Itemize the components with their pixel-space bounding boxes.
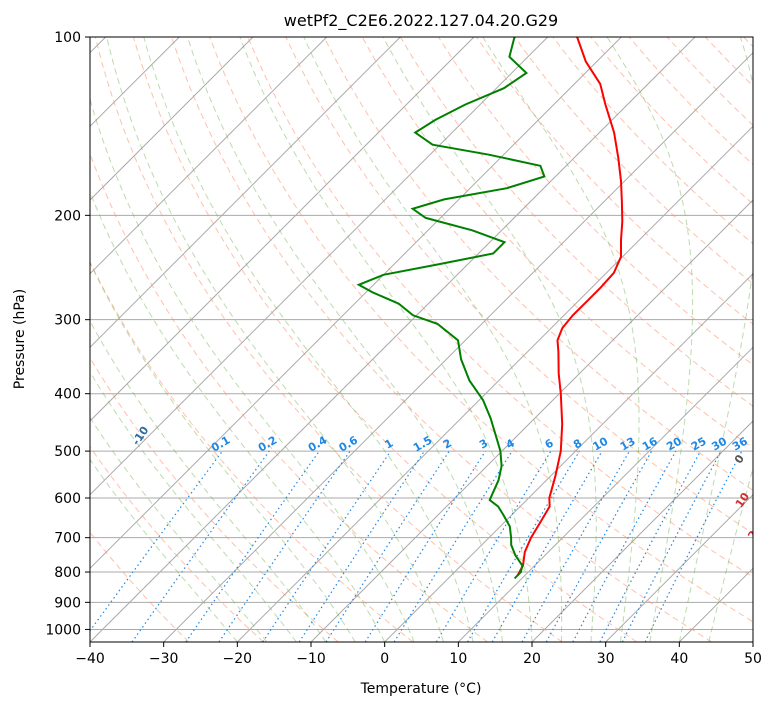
moist-adiabat-12 <box>143 37 474 642</box>
dry-adiabat-50 <box>209 37 753 623</box>
mixing-ratio-line-4 <box>262 450 392 642</box>
moist-adiabat--20 <box>90 458 238 642</box>
x-tick-label-7: 30 <box>597 651 615 667</box>
mixing-ratio-line-14 <box>572 450 677 642</box>
y-tick-label-8: 200 <box>54 208 81 224</box>
moist-adiabat--12 <box>90 370 297 642</box>
chart-title: wetPf2_C2E6.2022.127.04.20.G29 <box>284 11 558 31</box>
mixing-ratio-line-15 <box>599 450 702 642</box>
mixing-ratio-line-10 <box>466 450 580 642</box>
moist-adiabat-label-2: 20 <box>745 522 765 542</box>
mixing-ratio-line-2 <box>185 450 320 642</box>
x-tick-label-8: 40 <box>670 651 688 667</box>
moist-adiabat-20 <box>239 37 533 642</box>
dry-adiabat-20 <box>94 37 563 642</box>
mixing-ratio-line-5 <box>298 450 425 642</box>
x-tick-label-9: 50 <box>744 651 762 667</box>
isotherm--40 <box>90 37 696 642</box>
x-tick-label-2: −20 <box>223 651 253 667</box>
y-axis-label: Pressure (hPa) <box>12 289 28 389</box>
mixing-ratio-line-6 <box>325 450 450 642</box>
isotherm-10 <box>457 346 753 642</box>
y-tick-label-7: 300 <box>54 313 81 329</box>
moist-adiabat-32 <box>482 37 640 642</box>
isotherm-20 <box>531 420 753 642</box>
moist-adiabat--8 <box>90 320 327 642</box>
mixing-ratio-line-9 <box>435 450 552 642</box>
y-tick-label-9: 100 <box>54 30 81 46</box>
isotherm--60 <box>90 37 549 496</box>
moist-adiabat-44 <box>708 465 753 642</box>
axes: −40 −30 −20 −10 0 10 20 30 40 50 1000 900 800 700 600 5… <box>45 30 762 667</box>
isotherm--20 <box>236 125 753 642</box>
dewpoint-line <box>356 37 546 580</box>
dry-adiabat-120 <box>476 37 753 325</box>
mixing-ratio-line-3 <box>218 450 351 642</box>
y-tick-label-1: 900 <box>54 595 81 611</box>
moist-adiabat-16 <box>187 37 503 642</box>
moist-adiabat-0 <box>90 190 386 642</box>
profile-lines <box>356 37 624 580</box>
y-tick-label-5: 500 <box>54 444 81 460</box>
dry-adiabat-0 <box>90 260 414 642</box>
moist-adiabat--16 <box>90 416 268 642</box>
dry-adiabat-130 <box>514 37 753 285</box>
x-tick-label-4: 0 <box>380 651 389 667</box>
mixing-ratio-line-8 <box>393 450 513 642</box>
isotherm--50 <box>90 37 622 570</box>
temperature-line <box>516 37 624 576</box>
moist-adiabat--4 <box>90 261 356 642</box>
x-tick-label-3: −10 <box>296 651 326 667</box>
moist-adiabat-36 <box>606 37 694 642</box>
dry-adiabat-30 <box>132 37 638 642</box>
grid-layer <box>90 37 753 642</box>
plot-frame <box>89 36 754 643</box>
y-tick-label-3: 700 <box>54 531 81 547</box>
isotherm--70 <box>90 37 475 422</box>
isotherm-0 <box>384 272 753 642</box>
x-tick-label-6: 20 <box>523 651 541 667</box>
dry-adiabat-70 <box>285 37 753 535</box>
x-tick-label-0: −40 <box>75 651 105 667</box>
x-tick-label-5: 10 <box>449 651 467 667</box>
y-tick-label-6: 400 <box>54 387 81 403</box>
y-tick-label-0: 1000 <box>45 622 81 638</box>
x-tick-label-1: −30 <box>149 651 179 667</box>
isotherm--90 <box>90 37 328 275</box>
x-axis-label: Temperature (°C) <box>360 681 482 697</box>
dry-adiabat-80 <box>323 37 753 491</box>
moist-adiabat-28 <box>382 37 597 642</box>
mixing-ratio-line-7 <box>364 450 486 642</box>
moist-adiabat-40 <box>678 37 753 642</box>
isotherm--100 <box>90 37 254 201</box>
dry-adiabat--20 <box>90 446 264 642</box>
isotherm-30 <box>605 493 753 642</box>
dry-adiabat-60 <box>247 37 753 578</box>
y-tick-label-4: 600 <box>54 491 81 507</box>
moist-adiabat-8 <box>106 37 445 642</box>
moist-adiabat-4 <box>90 97 415 642</box>
y-tick-label-2: 800 <box>54 565 81 581</box>
isotherm--30 <box>163 51 753 642</box>
isotherm--80 <box>90 37 401 349</box>
